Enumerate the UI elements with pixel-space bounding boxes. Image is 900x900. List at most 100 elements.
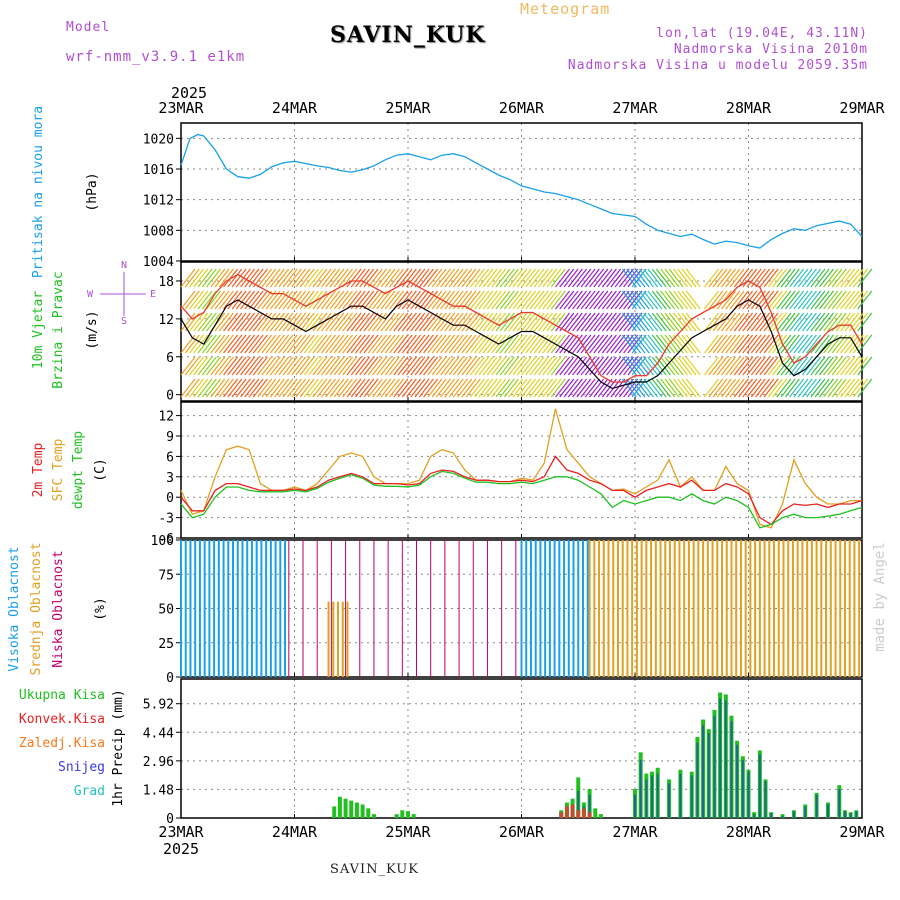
- wind-barb: [655, 268, 671, 288]
- wind-barb: [708, 290, 724, 310]
- wind-barb: [780, 268, 796, 288]
- wind-barb: [278, 378, 294, 398]
- wind-barb: [597, 290, 613, 310]
- wind-barb: [755, 268, 771, 288]
- wind-barb: [810, 312, 826, 332]
- wind-barb: [626, 356, 642, 376]
- wind-barb: [252, 312, 268, 332]
- top-day-label-0: 23MAR: [158, 99, 204, 117]
- precip-bar-snow: [815, 794, 818, 818]
- wind-barb: [673, 312, 688, 332]
- wind-barb: [572, 290, 588, 310]
- wind-barb: [708, 378, 724, 398]
- wind-barb: [533, 378, 549, 398]
- wind-barb: [784, 290, 800, 310]
- wind-barb: [647, 268, 663, 288]
- bottom-day-label-5: 28MAR: [726, 823, 772, 841]
- wind-barb: [542, 268, 558, 288]
- wind-barb: [189, 334, 204, 354]
- wind-barb: [465, 268, 481, 288]
- precip-bar-snow: [645, 779, 648, 818]
- wind-barb: [614, 378, 630, 398]
- wind-barb: [223, 356, 239, 376]
- precip-bar-snow: [826, 804, 829, 818]
- wind-barb: [244, 334, 260, 354]
- wind-barb: [444, 378, 460, 398]
- wind-barb: [767, 378, 783, 398]
- wind-barb: [776, 378, 792, 398]
- wind-barb: [567, 334, 583, 354]
- wind-barb: [716, 268, 732, 288]
- wind-barb: [621, 268, 637, 288]
- wind-barb: [580, 356, 596, 376]
- wind-barb: [206, 312, 222, 332]
- wind-barb: [274, 334, 290, 354]
- precip-bar-snow: [696, 742, 699, 818]
- wind-barb: [750, 312, 766, 332]
- wind-barb: [491, 268, 507, 288]
- cloud-ytick-label-2: 50: [158, 603, 174, 618]
- wind-barb: [784, 334, 800, 354]
- wind-barb: [333, 356, 349, 376]
- bottom-day-label-6: 29MAR: [839, 823, 885, 841]
- wind-barb: [197, 312, 213, 332]
- wind-barb: [618, 268, 634, 288]
- wind-barb: [227, 290, 243, 310]
- pressure-ytick-label-1: 1008: [143, 224, 174, 239]
- wind-barb: [346, 378, 362, 398]
- precip-bar-total: [411, 814, 416, 818]
- wind-barb: [677, 312, 693, 332]
- wind-barb: [818, 290, 834, 310]
- wind-barb: [308, 356, 324, 376]
- temp-ylabel-dewpt: dewpt Temp: [71, 431, 86, 509]
- wind-barb: [248, 356, 264, 376]
- wind-barb: [465, 356, 481, 376]
- precip-bar-snow: [758, 754, 761, 818]
- wind-barb: [746, 378, 762, 398]
- wind-barb: [634, 334, 650, 354]
- wind-barb: [563, 268, 579, 288]
- cloud-bars: [180, 540, 861, 677]
- wind-ylabel-1: 10m Vjetar: [31, 291, 46, 369]
- wind-barb: [818, 312, 834, 332]
- wind-barb: [729, 378, 745, 398]
- wind-barb: [338, 290, 353, 310]
- wind-barb: [840, 356, 856, 376]
- wind-barb: [440, 268, 456, 288]
- wind-barb: [299, 268, 315, 288]
- wind-barb: [725, 268, 741, 288]
- wind-barb: [189, 290, 204, 310]
- precip-bar-conv: [587, 812, 592, 818]
- wind-barb: [278, 268, 294, 288]
- wind-barb: [210, 334, 226, 354]
- wind-barb: [601, 334, 617, 354]
- precip-bar-total: [343, 798, 348, 818]
- wind-barb: [651, 290, 667, 310]
- wind-barb: [431, 312, 447, 332]
- wind-barb: [486, 334, 502, 354]
- wind-barb: [333, 378, 349, 398]
- wind-barb: [248, 312, 264, 332]
- wind-barb: [499, 290, 515, 310]
- wind-barb: [452, 334, 468, 354]
- temperature-ytick-label-1: -3: [158, 512, 174, 527]
- wind-barb: [235, 334, 251, 354]
- wind-barb: [627, 290, 643, 310]
- wind-barb: [495, 356, 511, 376]
- wind-barb: [533, 312, 549, 332]
- wind-barb: [508, 290, 524, 310]
- wind-barb: [401, 268, 417, 288]
- wind-barb: [193, 290, 209, 310]
- wind-barb: [265, 334, 281, 354]
- wind-barb: [448, 356, 464, 376]
- wind-barb: [759, 334, 775, 354]
- temp-sfc-line: [180, 408, 862, 529]
- wind-barb: [738, 334, 754, 354]
- wind-barb: [227, 312, 243, 332]
- wind-barb: [708, 334, 724, 354]
- wind-barb: [316, 378, 332, 398]
- wind-barb: [651, 334, 667, 354]
- wind-barb: [623, 356, 639, 376]
- wind-barb: [282, 290, 298, 310]
- wind-barb: [338, 378, 353, 398]
